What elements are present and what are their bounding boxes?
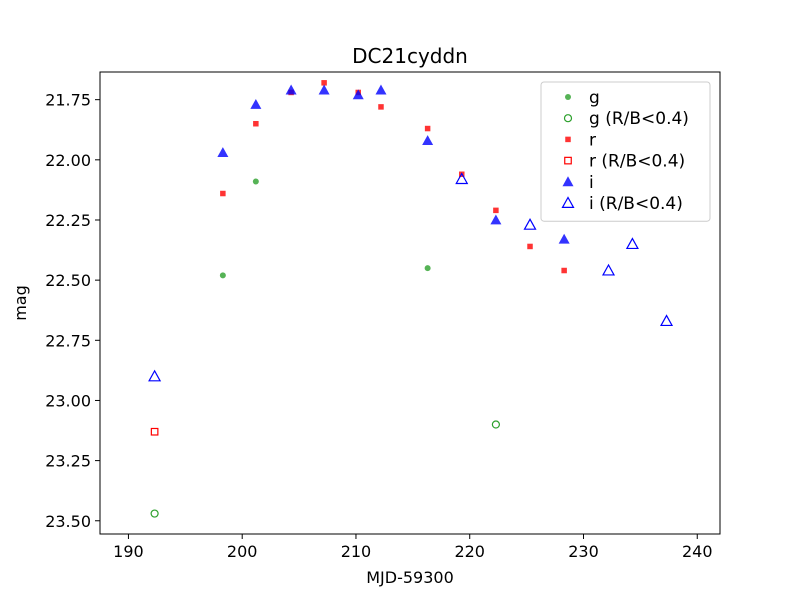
- x-tick-label: 200: [227, 542, 258, 561]
- legend-item-g: g: [565, 88, 600, 108]
- data-point-g: [252, 178, 259, 185]
- data-point-g: [219, 272, 226, 279]
- legend-item-i: i: [562, 173, 594, 193]
- series-g-r-b-0-4: [150, 420, 500, 518]
- data-point-i-r-b-0-4: [625, 237, 639, 250]
- plot-frame: [99, 71, 721, 535]
- data-point-i-r-b-0-4: [523, 218, 537, 230]
- data-point-r: [321, 80, 327, 86]
- data-point-i: [375, 84, 387, 95]
- data-point-g: [424, 265, 431, 272]
- series-i: [217, 84, 570, 244]
- data-point-r: [493, 207, 499, 214]
- legend-marker: [563, 114, 573, 123]
- legend: gg (R/B<0.4)rr (R/B<0.4)ii (R/B<0.4): [540, 81, 711, 222]
- x-tick-label: 230: [568, 542, 599, 561]
- data-point-i: [490, 214, 502, 225]
- data-point-i: [285, 84, 297, 95]
- y-tick-label: 22.25: [45, 211, 91, 230]
- data-point-i: [352, 89, 364, 100]
- legend-label: g (R/B<0.4): [589, 109, 689, 129]
- y-tick-label: 22.00: [45, 151, 91, 170]
- x-tick-label: 220: [454, 542, 485, 561]
- legend-marker: [561, 196, 575, 208]
- legend-item-i-r-b-0-4: i (R/B<0.4): [561, 194, 683, 214]
- data-point-r-r-b-0-4: [150, 427, 159, 436]
- data-point-r: [527, 243, 533, 250]
- y-tick-label: 22.50: [45, 271, 91, 290]
- series-r-r-b-0-4: [150, 427, 159, 436]
- data-point-r: [378, 104, 384, 110]
- legend-item-g-r-b-0-4: g (R/B<0.4): [563, 109, 689, 129]
- data-point-g-r-b-0-4: [150, 509, 159, 518]
- y-axis-label: mag: [11, 285, 30, 321]
- x-axis-label: MJD-59300: [366, 568, 454, 587]
- data-point-r: [424, 125, 431, 132]
- legend-item-r: r: [565, 130, 596, 150]
- y-tick-label: 23.00: [45, 391, 91, 410]
- x-tick-label: 240: [682, 542, 713, 561]
- y-tick-label: 23.50: [45, 512, 91, 531]
- plot-points: [148, 80, 674, 518]
- data-point-i-r-b-0-4: [601, 263, 616, 276]
- data-point-i: [558, 233, 570, 244]
- legend-marker: [565, 94, 571, 100]
- legend-label: r: [589, 130, 596, 150]
- legend-box: [540, 81, 711, 222]
- x-tick-label: 210: [341, 542, 372, 561]
- legend-marker: [562, 176, 574, 187]
- series-g: [219, 178, 431, 279]
- data-point-i-r-b-0-4: [660, 314, 674, 327]
- chart-title: DC21cyddn: [352, 44, 468, 68]
- data-point-r: [253, 120, 259, 127]
- data-point-i-r-b-0-4: [148, 369, 162, 382]
- data-point-r: [561, 267, 567, 274]
- legend-label: g: [589, 88, 600, 108]
- legend-item-r-r-b-0-4: r (R/B<0.4): [564, 152, 685, 172]
- legend-label: i (R/B<0.4): [589, 194, 683, 214]
- legend-label: r (R/B<0.4): [589, 152, 685, 172]
- x-tick-label: 190: [113, 542, 144, 561]
- data-point-i: [318, 84, 330, 95]
- legend-marker: [565, 136, 571, 143]
- series-i-r-b-0-4: [148, 172, 674, 382]
- legend-marker: [564, 156, 572, 165]
- data-point-i: [250, 98, 262, 109]
- y-tick-label: 21.75: [45, 91, 91, 110]
- data-point-g-r-b-0-4: [491, 420, 500, 429]
- data-point-i-r-b-0-4: [455, 172, 469, 185]
- y-tick-label: 22.75: [45, 331, 91, 350]
- y-tick-label: 23.25: [45, 452, 91, 471]
- legend-label: i: [589, 173, 594, 193]
- data-point-i: [217, 147, 229, 158]
- y-axis: 21.75 22.00 22.25 22.50 22.75 23.00 23.25 23.50: [45, 91, 100, 531]
- data-point-r: [220, 190, 226, 197]
- data-point-i: [422, 135, 434, 145]
- x-axis: 190 200 210 220 230 240: [113, 534, 713, 561]
